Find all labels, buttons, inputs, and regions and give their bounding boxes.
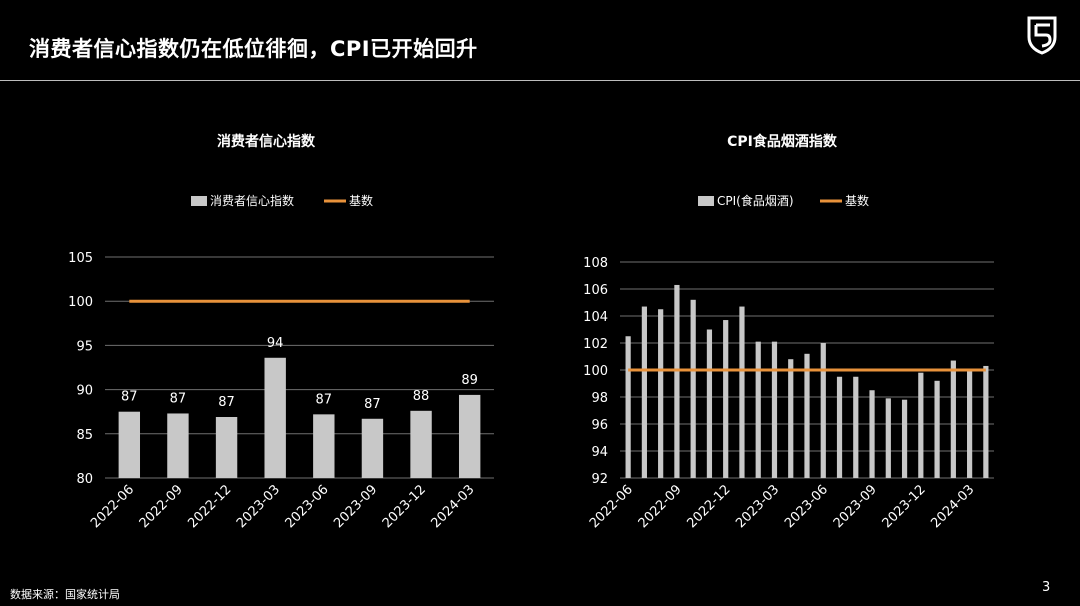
y-tick-label: 94: [591, 445, 608, 460]
bar: [967, 370, 973, 478]
bar: [674, 284, 680, 478]
bar: [934, 380, 940, 478]
bar: [361, 418, 384, 478]
bar: [869, 390, 875, 478]
bar: [706, 329, 713, 478]
y-tick-label: 106: [583, 283, 608, 298]
x-tick-label: 2023-12: [880, 482, 929, 531]
bar: [804, 353, 810, 478]
bar: [755, 341, 761, 478]
x-tick-label: 2022-06: [587, 482, 636, 531]
y-tick-label: 95: [76, 339, 93, 354]
y-tick-label: 80: [76, 472, 93, 487]
brand-shield-logo-icon: [1027, 16, 1057, 55]
x-tick-label: 2022-09: [636, 482, 685, 531]
legend-bar-swatch: [191, 196, 207, 206]
y-tick-label: 105: [68, 251, 93, 266]
bar: [313, 414, 335, 478]
legend-bar-swatch: [698, 196, 714, 206]
bar: [836, 376, 843, 478]
data-label: 87: [316, 392, 333, 407]
y-tick-label: 98: [591, 391, 608, 406]
y-tick-label: 100: [583, 364, 608, 379]
y-tick-label: 102: [583, 337, 608, 352]
title-divider: [0, 80, 1080, 81]
y-tick-label: 90: [76, 384, 93, 399]
y-tick-label: 85: [76, 428, 93, 443]
bar: [658, 309, 664, 478]
y-tick-label: 92: [591, 472, 608, 487]
x-tick-label: 2023-09: [831, 482, 880, 531]
x-tick-label: 2024-03: [928, 482, 977, 531]
bar: [690, 299, 696, 478]
y-tick-label: 104: [583, 310, 608, 325]
x-tick-label: 2023-03: [733, 482, 782, 531]
bar: [739, 306, 745, 478]
bar: [167, 413, 189, 478]
bar: [723, 320, 729, 478]
page-number: 3: [1042, 580, 1051, 595]
bar: [264, 357, 286, 478]
bar: [118, 411, 141, 478]
legend-label-bar: CPI(食品烟酒): [717, 193, 794, 208]
data-label: 87: [218, 395, 235, 410]
y-tick-label: 96: [591, 418, 608, 433]
bar: [901, 399, 908, 478]
data-label: 87: [364, 397, 381, 412]
bar: [410, 410, 432, 478]
x-tick-label: 2022-12: [685, 482, 734, 531]
bar: [788, 359, 794, 478]
chart-title: 消费者信心指数: [217, 133, 316, 150]
bar: [771, 341, 778, 478]
data-label: 87: [170, 391, 187, 406]
bar: [215, 417, 238, 478]
bar: [853, 376, 859, 478]
data-label: 88: [413, 389, 430, 404]
y-tick-label: 100: [68, 295, 93, 310]
data-label: 87: [121, 390, 138, 405]
bar: [641, 306, 647, 478]
legend-label-line: 基数: [845, 193, 869, 208]
bar: [458, 394, 481, 478]
y-tick-label: 108: [583, 256, 608, 271]
source-note: 数据来源：国家统计局: [10, 588, 120, 601]
bar: [820, 343, 826, 478]
legend-label-bar: 消费者信心指数: [210, 193, 294, 208]
chart-title: CPI食品烟酒指数: [727, 133, 838, 150]
bar: [983, 365, 989, 478]
legend-label-line: 基数: [349, 193, 373, 208]
x-tick-label: 2023-06: [782, 482, 831, 531]
bar: [625, 336, 631, 478]
bar: [918, 372, 924, 478]
bar: [885, 398, 891, 478]
slide-title: 消费者信心指数仍在低位徘徊，CPI已开始回升: [29, 37, 478, 61]
data-label: 89: [461, 373, 478, 388]
data-label: 94: [267, 336, 284, 351]
bar: [950, 360, 956, 478]
